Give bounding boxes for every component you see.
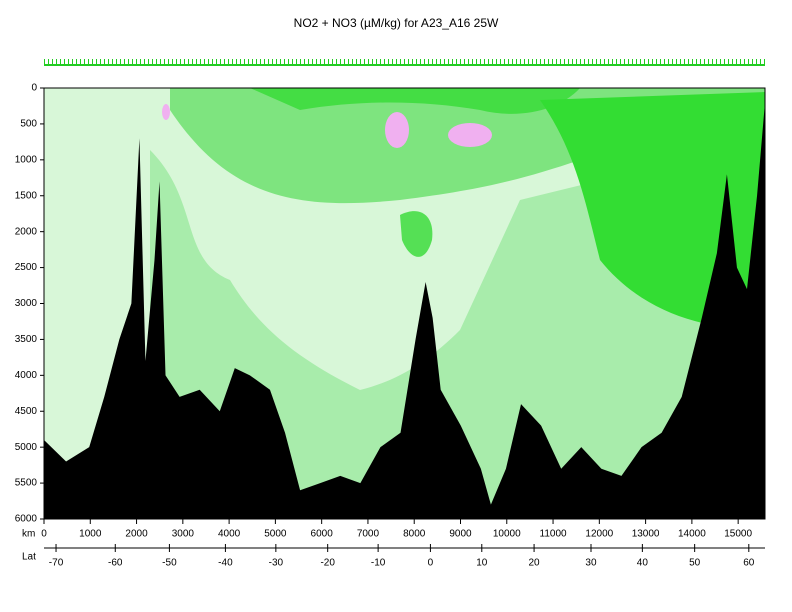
x-tick-label: 6000 — [311, 529, 334, 540]
lat-tick-label: 60 — [743, 558, 755, 569]
y-tick-label: 3500 — [15, 334, 38, 345]
lat-tick-label: -10 — [371, 558, 386, 569]
lat-tick-label: -20 — [320, 558, 335, 569]
x-tick-label: 14000 — [678, 529, 706, 540]
bathymetry — [44, 102, 765, 519]
y-tick-label: 500 — [20, 119, 37, 130]
y-tick-label: 3000 — [15, 298, 38, 309]
x-tick-label: 10000 — [493, 529, 521, 540]
x-tick-label: 9000 — [449, 529, 472, 540]
station-bar — [44, 59, 765, 66]
x-tick-label: 8000 — [403, 529, 426, 540]
y-tick-label: 5000 — [15, 442, 38, 453]
y-tick-label: 4000 — [15, 370, 38, 381]
y-tick-label: 5500 — [15, 478, 38, 489]
y-tick-label: 1500 — [15, 190, 38, 201]
lat-tick-label: -60 — [108, 558, 123, 569]
y-tick-label: 2500 — [15, 262, 38, 273]
y-tick-label: 2000 — [15, 226, 38, 237]
lat-tick-label: 20 — [529, 558, 541, 569]
x-tick-label: 2000 — [125, 529, 148, 540]
y-tick-label: 4500 — [15, 406, 38, 417]
x-tick-label: 0 — [41, 529, 47, 540]
lat-tick-label: 10 — [476, 558, 488, 569]
x-tick-label: 13000 — [632, 529, 660, 540]
x-tick-label: 1000 — [79, 529, 102, 540]
x-tick-label: 5000 — [264, 529, 287, 540]
x-tick-label: 11000 — [540, 529, 568, 540]
x-tick-label: 3000 — [172, 529, 195, 540]
y-tick-label: 1000 — [15, 154, 38, 165]
x-tick-label: 4000 — [218, 529, 241, 540]
x-axis-label: km — [22, 529, 35, 540]
lat-axis-label: Lat — [22, 552, 36, 563]
y-tick-label: 6000 — [15, 514, 38, 525]
lat-tick-label: 50 — [689, 558, 701, 569]
x-tick-label: 12000 — [585, 529, 613, 540]
lat-tick-label: -30 — [269, 558, 284, 569]
lat-tick-label: 40 — [637, 558, 649, 569]
lat-tick-label: 0 — [428, 558, 434, 569]
chart-title: NO2 + NO3 (µM/kg) for A23_A16 25W — [294, 16, 499, 30]
lat-tick-label: 30 — [585, 558, 597, 569]
lat-tick-label: -70 — [49, 558, 64, 569]
x-tick-label: 7000 — [357, 529, 380, 540]
y-tick-label: 0 — [31, 83, 37, 94]
lat-tick-label: -50 — [162, 558, 177, 569]
x-tick-label: 15000 — [724, 529, 752, 540]
lat-tick-label: -40 — [218, 558, 233, 569]
